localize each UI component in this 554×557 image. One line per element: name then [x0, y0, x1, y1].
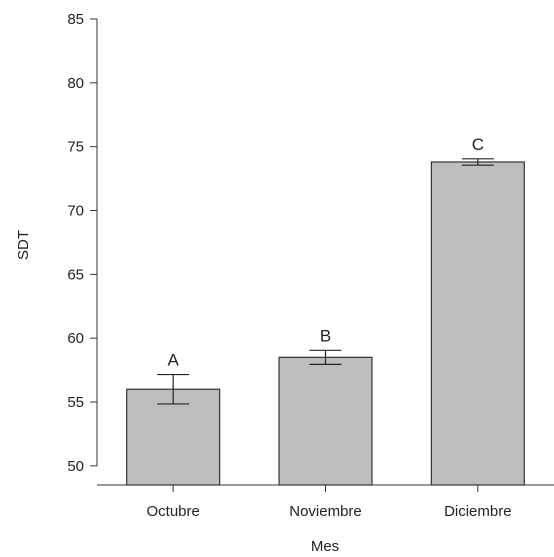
y-axis-label: SDT: [15, 230, 32, 260]
y-tick-label: 50: [67, 458, 84, 475]
y-tick-label: 75: [67, 139, 84, 156]
y-tick-label: 55: [67, 394, 84, 411]
x-tick-label: Diciembre: [444, 503, 512, 520]
significance-letter: B: [320, 326, 331, 345]
y-tick-label: 65: [67, 266, 84, 283]
y-tick-label: 85: [67, 11, 84, 28]
x-tick-label: Octubre: [146, 503, 199, 520]
y-tick-label: 70: [67, 203, 84, 220]
significance-letter: C: [472, 135, 484, 154]
significance-letter: A: [167, 351, 179, 370]
bar-octubre: [126, 388, 221, 486]
y-axis: 50 55 60 65 70 75 80 85: [67, 11, 98, 475]
x-tick-label: Noviembre: [289, 503, 362, 520]
y-tick-label: 80: [67, 75, 84, 92]
x-axis: Octubre Noviembre Diciembre: [97, 484, 554, 520]
bar-diciembre: [430, 161, 525, 486]
bar-noviembre: [278, 356, 373, 486]
bars: A B C: [126, 135, 525, 486]
y-tick-label: 60: [67, 330, 84, 347]
x-axis-label: Mes: [311, 538, 339, 555]
